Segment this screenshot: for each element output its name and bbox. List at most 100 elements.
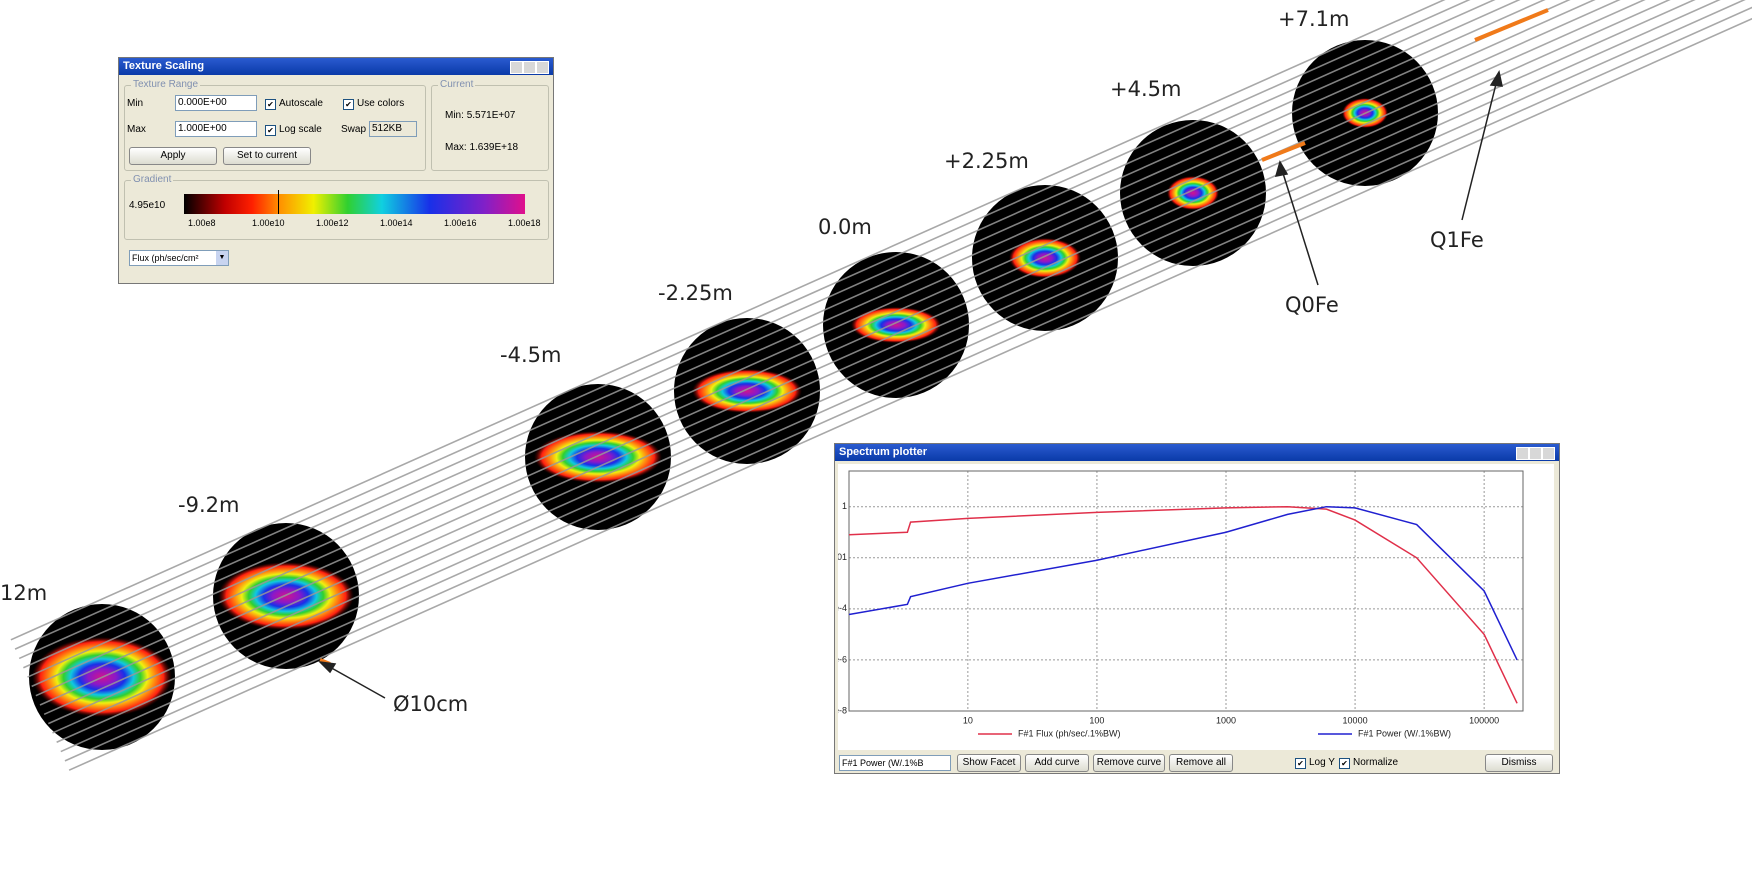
- pipe-line: [68, 17, 1752, 771]
- value: 1.639E+18: [469, 142, 519, 153]
- x-tick-label: 10: [963, 715, 973, 725]
- pipe-line: [18, 0, 1496, 660]
- max-input[interactable]: 1.000E+00: [175, 121, 257, 137]
- value: 5.571E+07: [466, 110, 516, 121]
- pipe-line: [27, 0, 1546, 678]
- label: Log Y: [1309, 757, 1335, 768]
- pipe-line: [64, 6, 1752, 762]
- label: Max:: [445, 142, 467, 153]
- pipe-line: [56, 0, 1721, 743]
- pipe-line: [39, 0, 1621, 706]
- group: Gradient: [124, 174, 549, 240]
- apply-button[interactable]: Apply: [129, 147, 217, 165]
- y-tick-label: 1: [842, 501, 847, 511]
- gradient-tick-label: 1.00e8: [188, 218, 216, 228]
- pipe-line: [52, 0, 1696, 734]
- pipe-line: [47, 0, 1671, 725]
- group: Texture Range: [124, 79, 426, 171]
- remove-all-button[interactable]: Remove all: [1169, 754, 1233, 772]
- quantity-dropdown[interactable]: Flux (ph/sec/cm² ▼: [129, 250, 229, 266]
- label: Log scale: [279, 124, 322, 135]
- gradient-cursor[interactable]: [278, 190, 279, 214]
- position-label: 12m: [0, 581, 47, 605]
- normalize-checkbox[interactable]: ✔ Normalize: [1339, 757, 1398, 769]
- beam-pipe: [10, 0, 1752, 771]
- min-input[interactable]: 0.000E+00: [175, 95, 257, 111]
- pipe-line: [23, 0, 1521, 669]
- group-label: Gradient: [131, 174, 174, 185]
- label: Min: 5.571E+07: [445, 110, 515, 121]
- x-tick-label: 1000: [1216, 715, 1236, 725]
- label: Max: 1.639E+18: [445, 142, 518, 153]
- label: Autoscale: [279, 98, 323, 109]
- gradient-tick-label: 1.00e16: [444, 218, 477, 228]
- texture-scaling-window: Texture Scaling Texture Range Min 0.000E…: [118, 57, 554, 284]
- add-curve-button[interactable]: Add curve: [1025, 754, 1089, 772]
- pipe-line: [10, 0, 1446, 641]
- position-label: -2.25m: [658, 281, 733, 305]
- gradient-tick-label: 1.00e10: [252, 218, 285, 228]
- pipe-line: [60, 0, 1746, 753]
- legend-label: F#1 Power (W/.1%BW): [1358, 728, 1451, 738]
- curve-dropdown[interactable]: F#1 Power (W/.1%B: [839, 755, 951, 771]
- y-tick-label: 1.00e-8: [838, 705, 847, 715]
- pipe-line: [31, 0, 1571, 688]
- diameter-label: Ø10cm: [393, 692, 468, 716]
- position-label: -4.5m: [500, 343, 561, 367]
- label: Flux (ph/sec/cm²: [132, 253, 199, 263]
- series-line: [848, 505, 1518, 661]
- position-label: +7.1m: [1278, 7, 1349, 31]
- log-y-checkbox[interactable]: ✔ Log Y: [1295, 757, 1335, 769]
- autoscale-checkbox[interactable]: ✔ Autoscale: [265, 98, 323, 110]
- gradient-tick-label: 1.00e14: [380, 218, 413, 228]
- y-tick-label: 1.00e-6: [838, 654, 847, 664]
- group: Current: [431, 79, 549, 171]
- beam-spot: [851, 307, 941, 343]
- gradient-bar: [184, 194, 525, 214]
- dismiss-button[interactable]: Dismiss: [1485, 754, 1553, 772]
- magnet-label: Q1Fe: [1430, 228, 1484, 252]
- pipe-line: [35, 0, 1596, 697]
- pipe-line: [43, 0, 1646, 716]
- position-label: +4.5m: [1110, 77, 1181, 101]
- q1fe-marker: [1474, 8, 1549, 42]
- pipe-line: [14, 0, 1471, 650]
- x-tick-label: 100000: [1469, 715, 1499, 725]
- label: Swap: [341, 124, 367, 135]
- swap-field: 512KB: [369, 121, 417, 137]
- group-label: Current: [438, 79, 476, 90]
- plot-frame: [848, 470, 1524, 712]
- set-to-current-button[interactable]: Set to current: [223, 147, 311, 165]
- window-title: Texture Scaling: [119, 58, 553, 75]
- series-line: [848, 505, 1518, 704]
- x-tick-label: 10000: [1343, 715, 1368, 725]
- y-tick-label: 1.00e-4: [838, 603, 847, 613]
- label: Normalize: [1353, 757, 1399, 768]
- x-tick-label: 100: [1089, 715, 1104, 725]
- gradient-tick-label: 1.00e18: [508, 218, 541, 228]
- label: Min: [127, 98, 144, 109]
- spectrum-plotter-window: Spectrum plotter 10 100 1000 10000 100000 1 0.…: [834, 443, 1560, 774]
- use-colors-checkbox[interactable]: ✔ Use colors: [343, 98, 404, 110]
- gradient-ticks: 1.00e8 1.00e10 1.00e12 1.00e14 1.00e16 1.00e1…: [184, 218, 541, 230]
- beam-spot: [1009, 238, 1081, 278]
- gradient-cursor-value: 4.95e10: [129, 200, 166, 211]
- arrows: [317, 70, 1503, 699]
- log-scale-checkbox[interactable]: ✔ Log scale: [265, 124, 322, 136]
- legend-label: F#1 Flux (ph/sec/.1%BW): [1018, 728, 1121, 738]
- position-label: +2.25m: [944, 149, 1029, 173]
- position-label: -9.2m: [178, 493, 239, 517]
- label: Min:: [445, 110, 464, 121]
- spectrum-chart: 10 100 1000 10000 100000 1 0.01 1.00e-4 1.00e-6 1…: [838, 464, 1554, 750]
- magnet-label: Q0Fe: [1285, 293, 1339, 317]
- label: Max: [127, 124, 146, 135]
- q0fe-marker: [1261, 141, 1306, 162]
- y-tick-label: 0.01: [838, 552, 847, 562]
- label: Use colors: [357, 98, 405, 109]
- show-facet-button[interactable]: Show Facet: [957, 754, 1021, 772]
- position-label: 0.0m: [818, 215, 872, 239]
- remove-curve-button[interactable]: Remove curve: [1093, 754, 1165, 772]
- group-label: Texture Range: [131, 79, 201, 90]
